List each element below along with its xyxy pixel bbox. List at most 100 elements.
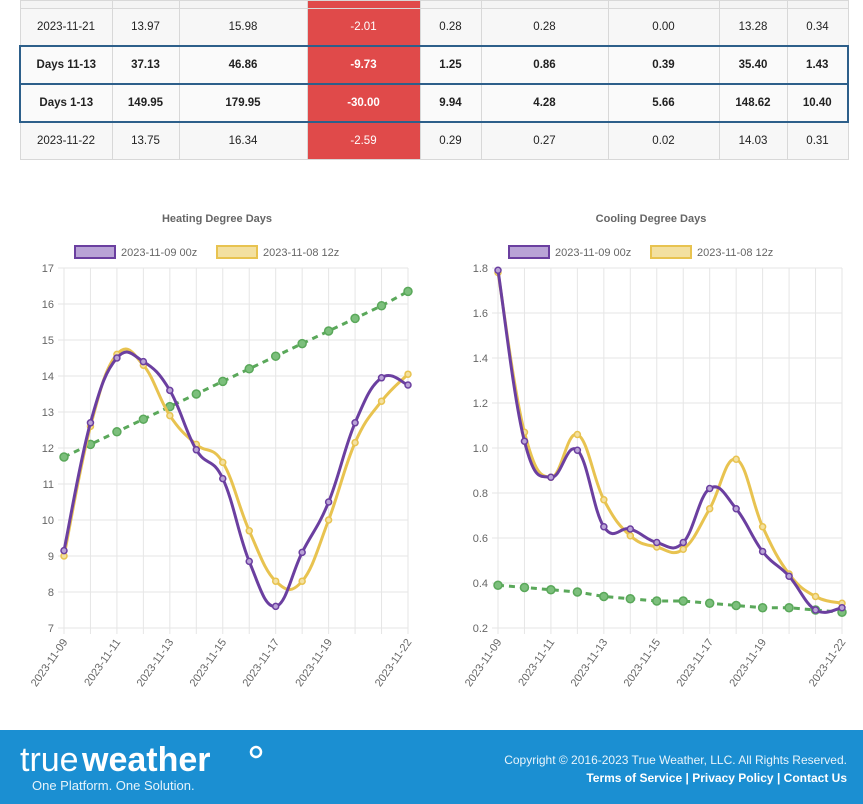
legend-swatch (650, 245, 692, 259)
data-point (731, 600, 741, 611)
data-point (138, 414, 149, 424)
y-tick-label: 1.6 (473, 308, 488, 320)
table-cell (111, 0, 180, 9)
cooling-degree-days-chart: Cooling Degree Days 2023-11-09 00z 2023-11… (445, 195, 863, 695)
data-point (245, 527, 253, 535)
series-line (496, 270, 843, 614)
chart-title: Heating Degree Days (162, 213, 272, 225)
legend-label: 2023-11-08 12z (263, 247, 339, 259)
x-tick-label: 2023-11-09 (463, 637, 505, 689)
series-line (496, 272, 843, 605)
data-point (494, 266, 502, 274)
table-cell (306, 0, 421, 9)
table-cell: 1.43 (786, 45, 849, 85)
table-cell: 179.95 (178, 83, 308, 123)
data-point (732, 455, 740, 463)
table-cell: 13.75 (111, 121, 180, 160)
table-cell: -30.00 (306, 83, 421, 123)
y-tick-label: 0.8 (473, 488, 488, 500)
data-point (377, 374, 386, 382)
data-point (838, 604, 846, 612)
data-point (679, 538, 687, 547)
y-tick-label: 0.4 (473, 578, 488, 590)
x-tick-label: 2023-11-09 (29, 637, 71, 689)
row-label-cell: 2023-11-22 (19, 121, 113, 160)
data-point (704, 598, 715, 608)
data-point (270, 351, 281, 361)
footer-links: Terms of Service | Privacy Policy | Cont… (586, 771, 847, 785)
trueweather-logo[interactable]: true weather (20, 738, 270, 789)
data-point (573, 446, 582, 454)
data-point (626, 532, 635, 540)
data-point (219, 458, 227, 467)
row-label-cell: 2023-11-21 (19, 8, 113, 47)
data-point (244, 364, 254, 374)
y-tick-label: 1.4 (473, 353, 488, 365)
data-point (757, 603, 768, 613)
data-point (784, 603, 794, 613)
table-row: 2023-11-22 13.75 16.34 -2.59 0.29 0.27 0.02 14.… (19, 121, 849, 160)
data-point (59, 452, 69, 462)
table-cell: 0.34 (786, 8, 849, 47)
table-cell: 46.86 (178, 45, 308, 85)
data-point (403, 286, 413, 297)
table-row: Days 1-13 149.95 179.95 -30.00 9.94 4.28 5.66 1… (19, 83, 849, 123)
chart-title: Cooling Degree Days (596, 213, 707, 225)
table-cell: 4.28 (480, 83, 609, 123)
table-cell: 149.95 (111, 83, 180, 123)
data-point (573, 430, 582, 439)
y-tick-label: 17 (42, 263, 54, 275)
table-cell: 37.13 (111, 45, 180, 85)
x-tick-label: 2023-11-13 (569, 637, 611, 689)
privacy-policy-link[interactable]: Privacy Policy (692, 771, 774, 785)
data-point (652, 596, 662, 606)
data-point (166, 386, 174, 395)
y-tick-label: 1.0 (473, 443, 488, 455)
data-point (351, 419, 359, 427)
table-cell: 5.66 (607, 83, 720, 123)
data-point (732, 505, 740, 513)
x-tick-label: 2023-11-19 (727, 637, 769, 689)
logo-word-true: true (20, 741, 79, 779)
data-point (572, 587, 583, 597)
table-cell (718, 0, 788, 9)
data-point (219, 474, 227, 483)
y-tick-label: 9 (48, 551, 54, 563)
data-point (600, 523, 608, 531)
y-tick-label: 7 (48, 623, 54, 635)
data-point (705, 505, 714, 513)
table-cell: 9.94 (419, 83, 482, 123)
legend-swatch (216, 245, 258, 259)
series-line-dashed (63, 290, 409, 459)
legend-label: 2023-11-09 00z (555, 247, 631, 259)
x-tick-label: 2023-11-15 (622, 637, 664, 689)
terms-of-service-link[interactable]: Terms of Service (586, 771, 683, 785)
x-tick-label: 2023-11-22 (807, 637, 849, 689)
degree-icon (249, 745, 263, 759)
data-point (811, 592, 820, 601)
data-point (166, 411, 174, 420)
x-tick-label: 2023-11-22 (373, 637, 415, 689)
x-tick-label: 2023-11-17 (675, 637, 717, 689)
table-cell: 14.03 (718, 121, 788, 160)
contact-us-link[interactable]: Contact Us (783, 771, 847, 785)
table-cell: 0.02 (607, 121, 720, 160)
data-point (705, 484, 714, 493)
logo-word-weather: weather (81, 741, 211, 779)
data-point (546, 585, 556, 595)
data-point (271, 577, 280, 585)
table-cell: 0.29 (419, 121, 482, 160)
data-point (297, 338, 307, 349)
data-point (758, 547, 767, 556)
table-cell: 15.98 (178, 8, 308, 47)
table-cell: 35.40 (718, 45, 788, 85)
y-tick-label: 11 (43, 479, 54, 491)
data-point (519, 582, 530, 593)
data-point (758, 523, 767, 531)
data-point (271, 602, 280, 611)
data-point (679, 545, 687, 553)
x-tick-label: 2023-11-15 (188, 637, 230, 689)
row-label-cell: Days 1-13 (19, 83, 113, 123)
data-point (298, 577, 306, 585)
data-point (139, 357, 148, 366)
